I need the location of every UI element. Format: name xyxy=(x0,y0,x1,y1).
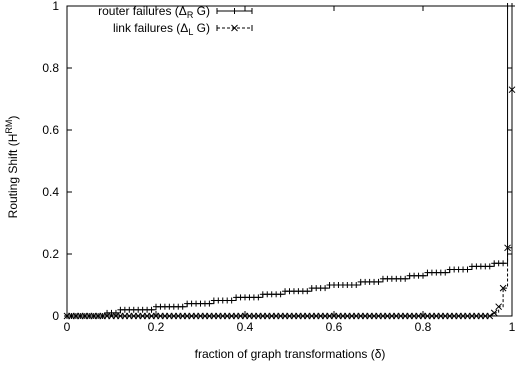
legend-entry-link-failures-label: link failures (ΔL G) xyxy=(113,21,210,37)
data-point-cross xyxy=(495,303,503,311)
x-tick-label: 1 xyxy=(509,320,516,334)
x-tick-label: 0.4 xyxy=(237,320,254,334)
data-point-plus xyxy=(500,260,507,267)
data-point-plus xyxy=(420,272,426,279)
x-tick-label: 0 xyxy=(64,320,71,334)
data-point-plus xyxy=(322,285,329,292)
legend: router failures (ΔR G) link failures (ΔL… xyxy=(98,4,253,37)
data-point-plus xyxy=(179,303,186,310)
y-tick-label: 0.4 xyxy=(42,185,59,199)
legend-marker-plus xyxy=(231,8,238,14)
x-axis-label: fraction of graph transformations (δ) xyxy=(195,347,386,361)
x-tick-label: 0.2 xyxy=(148,320,165,334)
data-point-plus xyxy=(402,275,409,282)
data-point-plus xyxy=(304,288,311,295)
data-point-plus xyxy=(486,263,493,270)
data-point-plus xyxy=(353,282,360,288)
data-point-cross xyxy=(504,244,511,252)
data-point-plus xyxy=(148,306,155,313)
y-tick-label: 0.6 xyxy=(42,123,59,137)
data-point-plus xyxy=(255,294,262,301)
data-point-cross xyxy=(499,284,507,292)
x-tick-label: 0.8 xyxy=(415,320,432,334)
legend-samples xyxy=(216,8,253,32)
legend-marker-cross xyxy=(231,24,238,32)
plot-frame xyxy=(66,5,513,317)
data-point-plus xyxy=(375,278,382,285)
data-point-cross xyxy=(490,309,498,317)
y-tick-label: 0.2 xyxy=(42,247,59,261)
y-axis-label: Routing Shift (HRM) xyxy=(4,116,20,219)
axis-ticks: 0 0.2 0.4 0.6 0.8 1 0 0.2 0.4 0.6 0.8 1 xyxy=(42,0,515,334)
data-point-plus xyxy=(228,297,235,304)
y-tick-label: 0 xyxy=(52,309,59,323)
data-point-plus xyxy=(442,269,449,276)
data-point-plus xyxy=(206,300,213,307)
x-tick-label: 0.6 xyxy=(326,320,343,334)
y-tick-label: 1 xyxy=(52,0,59,13)
data-point-plus xyxy=(464,266,471,273)
y-tick-label: 0.8 xyxy=(42,61,59,75)
data-point-plus xyxy=(277,291,284,298)
legend-entry-router-failures-label: router failures (ΔR G) xyxy=(98,4,210,20)
